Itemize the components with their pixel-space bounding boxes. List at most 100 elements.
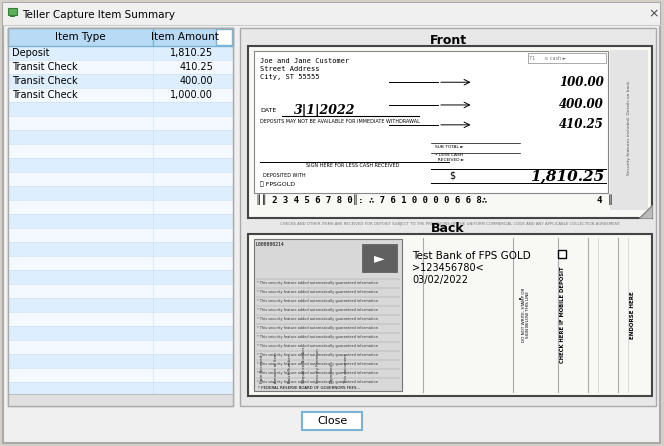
Text: Deposited: Deposited bbox=[330, 363, 334, 383]
Bar bbox=[248, 234, 652, 396]
Text: Front: Front bbox=[430, 33, 467, 46]
Text: * This security feature added automatically guaranteed information: * This security feature added automatica… bbox=[257, 299, 378, 303]
Bar bbox=[10, 15, 15, 17]
Text: 400.00: 400.00 bbox=[559, 99, 604, 112]
Bar bbox=[8, 340, 233, 354]
Bar bbox=[8, 228, 233, 242]
Bar bbox=[528, 53, 606, 63]
Text: Security features included. Details on back.: Security features included. Details on b… bbox=[627, 79, 631, 175]
Text: * This security feature added automatically guaranteed information: * This security feature added automatica… bbox=[257, 308, 378, 312]
Text: City, ST 55555: City, ST 55555 bbox=[260, 74, 319, 80]
Bar bbox=[8, 88, 233, 102]
Text: ║║ 2 3 4 5 6 7 8 0║: ∴ 7 6 1 0 0 0 0 6 6 8∴: ║║ 2 3 4 5 6 7 8 0║: ∴ 7 6 1 0 0 0 0 6 6… bbox=[256, 194, 487, 205]
Text: ►: ► bbox=[374, 251, 384, 265]
Bar bbox=[8, 270, 233, 284]
Text: ENDORSE HERE: ENDORSE HERE bbox=[629, 291, 635, 339]
Bar bbox=[8, 298, 233, 312]
Text: >123456780<: >123456780< bbox=[412, 263, 484, 273]
Text: Item Amount: Item Amount bbox=[151, 32, 218, 42]
Text: • LESS CASH
  RECEIVED ►: • LESS CASH RECEIVED ► bbox=[434, 153, 463, 161]
Text: * This security feature added automatically guaranteed information: * This security feature added automatica… bbox=[257, 380, 378, 384]
Text: Security Premium: Security Premium bbox=[316, 348, 320, 383]
Text: DATE: DATE bbox=[260, 108, 276, 113]
Bar bbox=[362, 244, 397, 272]
Bar bbox=[8, 394, 233, 406]
Bar bbox=[8, 28, 233, 46]
Text: 3|1|2022: 3|1|2022 bbox=[294, 104, 355, 117]
Text: Transit Check: Transit Check bbox=[12, 90, 78, 100]
Text: 1,810.25: 1,810.25 bbox=[530, 169, 604, 183]
Text: ×: × bbox=[649, 8, 659, 21]
Text: Item Type: Item Type bbox=[55, 32, 106, 42]
Text: Deposit: Deposit bbox=[12, 48, 50, 58]
Bar bbox=[8, 382, 233, 396]
Bar bbox=[8, 326, 233, 340]
Text: 410.25: 410.25 bbox=[559, 118, 604, 131]
Text: •: • bbox=[518, 297, 522, 303]
Text: Batch Number: Batch Number bbox=[288, 355, 292, 383]
Bar bbox=[558, 250, 566, 258]
Text: 4 ║: 4 ║ bbox=[597, 194, 613, 205]
Bar bbox=[8, 28, 233, 406]
Bar bbox=[248, 46, 652, 218]
Bar bbox=[610, 50, 648, 210]
Bar bbox=[254, 239, 402, 391]
Bar bbox=[8, 28, 233, 406]
Bar bbox=[8, 74, 233, 88]
Text: Transit Check: Transit Check bbox=[12, 62, 78, 72]
Text: Transit Check: Transit Check bbox=[12, 76, 78, 86]
Bar bbox=[8, 130, 233, 144]
Bar bbox=[8, 312, 233, 326]
Text: Joe and Jane Customer: Joe and Jane Customer bbox=[260, 58, 349, 64]
Text: 410.25: 410.25 bbox=[179, 62, 213, 72]
Bar bbox=[8, 256, 233, 270]
Bar bbox=[8, 172, 233, 186]
Text: * This security feature added automatically guaranteed information: * This security feature added automatica… bbox=[257, 317, 378, 321]
Bar bbox=[3, 3, 660, 25]
Bar bbox=[8, 60, 233, 74]
Text: 400.00: 400.00 bbox=[179, 76, 213, 86]
Bar bbox=[8, 200, 233, 214]
Text: * FEDERAL RESERVE BOARD OF GOVERNORS FEES...: * FEDERAL RESERVE BOARD OF GOVERNORS FEE… bbox=[258, 386, 361, 390]
Text: SUB TOTAL ►: SUB TOTAL ► bbox=[434, 145, 463, 149]
Bar bbox=[8, 368, 233, 382]
Text: Ⓞ FPSGOLD: Ⓞ FPSGOLD bbox=[260, 181, 295, 187]
Text: L000000214: L000000214 bbox=[256, 241, 285, 247]
Bar bbox=[8, 28, 233, 46]
Polygon shape bbox=[640, 206, 652, 218]
Bar bbox=[8, 8, 17, 15]
Bar bbox=[216, 29, 232, 45]
Text: * This security feature added automatically guaranteed information: * This security feature added automatica… bbox=[257, 290, 378, 294]
Bar bbox=[8, 116, 233, 130]
Text: 03/02/2022: 03/02/2022 bbox=[412, 275, 468, 285]
Text: Amount of Item: Amount of Item bbox=[274, 352, 278, 383]
Bar bbox=[8, 102, 233, 116]
Text: Sequence Number: Sequence Number bbox=[302, 347, 306, 383]
Text: * This security feature added automatically guaranteed information: * This security feature added automatica… bbox=[257, 326, 378, 330]
Text: DEPOSITED WITH: DEPOSITED WITH bbox=[263, 173, 305, 178]
Text: * This security feature added automatically guaranteed information: * This security feature added automatica… bbox=[257, 371, 378, 375]
Text: DO NOT WRITE, STAMP OR
SIGN BELOW THIS LINE: DO NOT WRITE, STAMP OR SIGN BELOW THIS L… bbox=[522, 288, 531, 342]
Bar bbox=[8, 144, 233, 158]
Bar bbox=[8, 46, 233, 60]
Text: * This security feature added automatically guaranteed information: * This security feature added automatica… bbox=[257, 281, 378, 285]
Text: SIGN HERE FOR LESS CASH RECEIVED: SIGN HERE FOR LESS CASH RECEIVED bbox=[306, 163, 400, 168]
Text: Teller Capture Item Summary: Teller Capture Item Summary bbox=[22, 9, 175, 20]
Text: DEPOSITS MAY NOT BE AVAILABLE FOR IMMEDIATE WITHDRAWAL: DEPOSITS MAY NOT BE AVAILABLE FOR IMMEDI… bbox=[260, 119, 420, 124]
Bar bbox=[240, 28, 656, 406]
Text: 1,810.25: 1,810.25 bbox=[170, 48, 213, 58]
Bar bbox=[8, 284, 233, 298]
Text: $: $ bbox=[449, 171, 456, 181]
Text: Date Received: Date Received bbox=[260, 355, 264, 383]
Text: Test Bank of FPS GOLD: Test Bank of FPS GOLD bbox=[412, 251, 531, 261]
Bar bbox=[8, 354, 233, 368]
Text: * This security feature added automatically guaranteed information: * This security feature added automatica… bbox=[257, 344, 378, 348]
Bar bbox=[8, 186, 233, 200]
Text: CHECK HERE IF MOBILE DEPOSIT: CHECK HERE IF MOBILE DEPOSIT bbox=[560, 267, 566, 363]
Bar bbox=[8, 214, 233, 228]
Bar bbox=[254, 51, 608, 193]
Text: Close: Close bbox=[317, 416, 347, 426]
Bar bbox=[8, 242, 233, 256]
Text: 1,000.00: 1,000.00 bbox=[170, 90, 213, 100]
Text: Street Address: Street Address bbox=[260, 66, 319, 72]
